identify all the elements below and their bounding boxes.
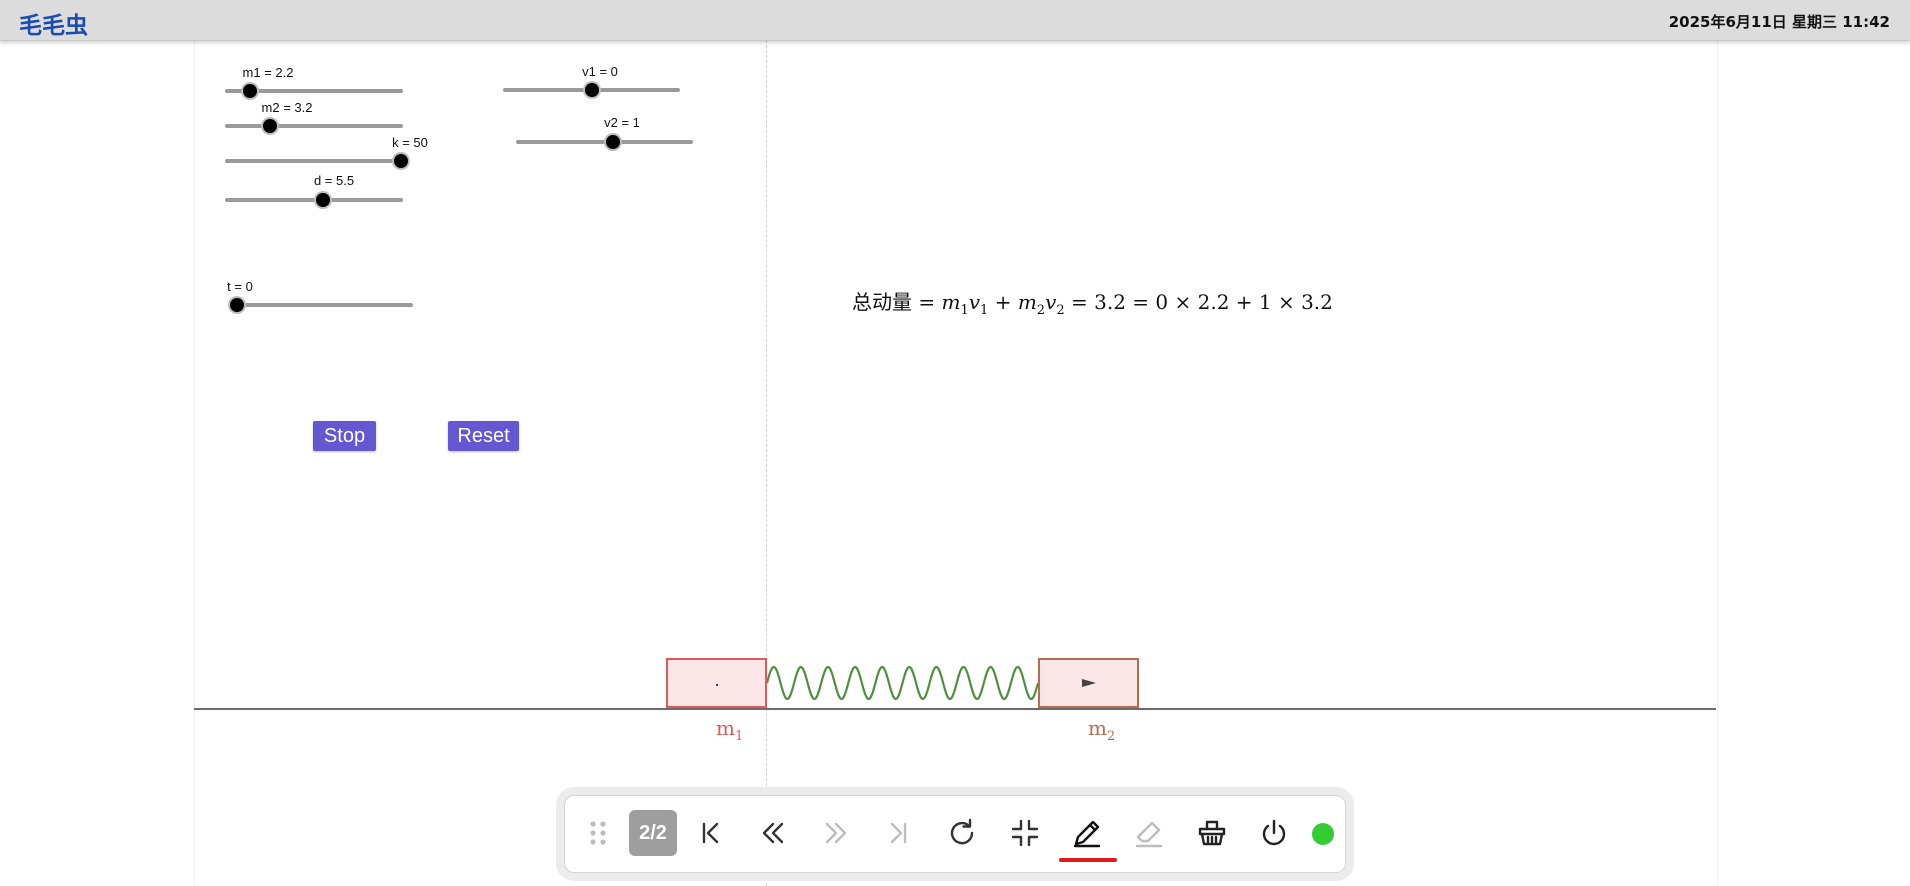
clear-basket-icon[interactable]: [1189, 810, 1235, 856]
refresh-icon[interactable]: [939, 810, 985, 856]
momentum-formula: 总动量 = m1v1 + m2v2 = 3.2 = 0 × 2.2 + 1 × …: [852, 286, 1333, 318]
slider-label-m2: m2 = 3.2: [261, 100, 313, 115]
slider-knob[interactable]: [315, 193, 330, 207]
velocity-dot: [716, 684, 718, 686]
mass-label-sub: 2: [1106, 729, 1116, 744]
slider-label-k: k = 50: [392, 135, 428, 150]
mass-label-sub: 1: [734, 729, 744, 744]
slider-track: [225, 89, 403, 93]
slider-v2[interactable]: [516, 132, 693, 152]
formula-sub: 1: [980, 303, 989, 318]
top-bar: 毛毛虫 2025年6月11日 星期三 11:42: [0, 0, 1910, 41]
slider-k[interactable]: [225, 151, 408, 171]
formula-sub: 1: [960, 303, 969, 318]
slider-m1[interactable]: [225, 81, 403, 101]
mass-label-m1: m1: [716, 716, 743, 744]
formula-v1: v: [968, 290, 981, 314]
spring: [767, 665, 1038, 701]
vertical-axis-line: [766, 40, 767, 886]
mass-label-text: m: [716, 716, 735, 740]
formula-sub: 2: [1056, 303, 1065, 318]
pen-icon[interactable]: [1064, 810, 1110, 856]
formula-plus: +: [994, 290, 1012, 314]
formula-values: = 3.2 = 0 × 2.2 + 1 × 3.2: [1071, 290, 1333, 314]
slider-t[interactable]: [230, 295, 413, 315]
ground-line: [194, 708, 1716, 710]
slider-track: [237, 303, 413, 307]
formula-label: 总动量: [852, 290, 912, 314]
slider-track: [225, 159, 401, 163]
slider-label-v1: v1 = 0: [582, 64, 618, 79]
slider-knob[interactable]: [606, 135, 621, 149]
formula-v2: v: [1045, 290, 1057, 314]
drag-handle-icon[interactable]: [575, 810, 621, 856]
slider-knob[interactable]: [242, 84, 257, 98]
eraser-icon[interactable]: [1126, 810, 1172, 856]
page-indicator: 2/2: [629, 810, 677, 856]
geometry-canvas[interactable]: [194, 40, 1718, 886]
previous-icon[interactable]: [750, 810, 796, 856]
mass-block-m2[interactable]: [1038, 658, 1139, 708]
last-page-icon[interactable]: [875, 810, 921, 856]
date-time: 2025年6月11日 星期三 11:42: [1668, 13, 1890, 31]
reset-button[interactable]: Reset: [448, 421, 519, 451]
slider-track: [225, 124, 403, 128]
slider-knob[interactable]: [262, 119, 277, 133]
slider-v1[interactable]: [503, 80, 680, 100]
active-tool-indicator: [1059, 858, 1117, 862]
slider-knob[interactable]: [230, 298, 244, 312]
next-icon[interactable]: [813, 810, 859, 856]
formula-eq: =: [918, 290, 936, 314]
slider-knob[interactable]: [394, 154, 408, 168]
power-icon[interactable]: [1251, 810, 1297, 856]
status-indicator: [1312, 823, 1334, 845]
first-page-icon[interactable]: [688, 810, 734, 856]
mass-label-text: m: [1088, 716, 1107, 740]
formula-m1: m: [941, 290, 961, 314]
bottom-toolbar: 2/2: [564, 795, 1346, 873]
exit-fullscreen-icon[interactable]: [1002, 810, 1048, 856]
app-title: 毛毛虫: [19, 13, 88, 39]
mass-label-m2: m2: [1088, 716, 1115, 744]
slider-label-t: t = 0: [227, 279, 253, 294]
slider-track: [516, 140, 693, 144]
slider-label-v2: v2 = 1: [604, 115, 640, 130]
formula-sub: 2: [1036, 303, 1046, 318]
slider-label-d: d = 5.5: [313, 173, 355, 188]
slider-knob[interactable]: [584, 83, 599, 97]
formula-m2: m: [1017, 290, 1037, 314]
slider-d[interactable]: [225, 190, 403, 210]
velocity-arrow-icon: [1081, 679, 1096, 687]
mass-block-m1[interactable]: [666, 658, 767, 708]
slider-m2[interactable]: [225, 116, 403, 136]
slider-label-m1: m1 = 2.2: [242, 65, 294, 80]
stop-button[interactable]: Stop: [313, 421, 376, 451]
slider-track: [225, 198, 403, 202]
